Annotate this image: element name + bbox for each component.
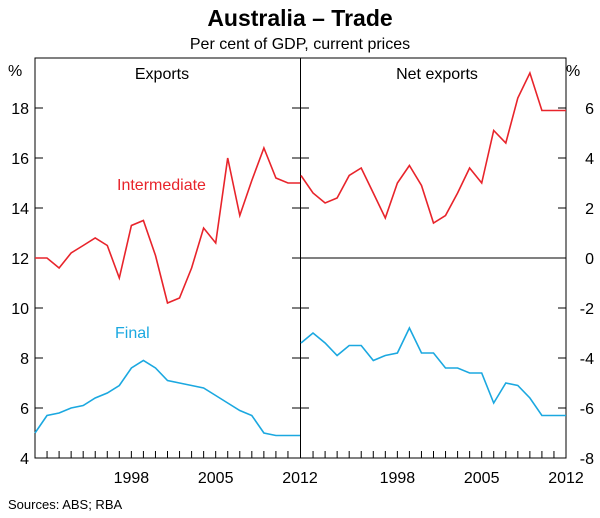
series-layer (34, 70, 566, 437)
chart-title: Australia – Trade (207, 5, 392, 31)
left-tick-label: 8 (20, 351, 29, 368)
right-tick-label: -2 (580, 301, 594, 318)
left-axis-unit: % (8, 63, 22, 80)
left-tick-label: 6 (20, 401, 29, 418)
series-line-exports-intermediate (35, 145, 300, 305)
panel-title-exports: Exports (135, 66, 189, 83)
x-tick-label: 2005 (464, 470, 500, 487)
source-note: Sources: ABS; RBA (8, 497, 122, 512)
right-tick-label: 2 (585, 201, 594, 218)
chart-subtitle: Per cent of GDP, current prices (190, 36, 410, 53)
left-tick-label: 10 (11, 301, 29, 318)
panel-title-net-exports: Net exports (396, 66, 478, 83)
x-axis-ticks: 1998 2005 2012 1998 2005 2012 (46, 451, 584, 487)
right-tick-label: 6 (585, 101, 594, 118)
right-tick-label: 4 (585, 151, 594, 168)
right-tick-label: -4 (580, 351, 594, 368)
right-axis-ticks: -8 -6 -4 -2 0 2 4 6 (301, 101, 594, 468)
x-tick-label: 2012 (548, 470, 584, 487)
left-tick-label: 12 (11, 251, 29, 268)
right-tick-label: -6 (580, 401, 594, 418)
annotation-final: Final (115, 325, 150, 342)
right-tick-label: -8 (580, 451, 594, 468)
left-axis-ticks: 4 6 8 10 12 14 16 18 (11, 101, 300, 468)
x-tick-label: 2005 (198, 470, 234, 487)
left-tick-label: 16 (11, 151, 29, 168)
series-line-exports-final (34, 359, 300, 437)
series-line-net-exports-intermediate (300, 70, 566, 225)
right-tick-label: 0 (585, 251, 594, 268)
left-tick-label: 4 (20, 451, 29, 468)
x-tick-label: 2012 (282, 470, 318, 487)
x-tick-label: 1998 (114, 470, 150, 487)
x-tick-label: 1998 (380, 470, 416, 487)
right-axis-unit: % (566, 63, 580, 80)
left-tick-label: 18 (11, 101, 29, 118)
series-line-net-exports-final (300, 326, 566, 417)
annotation-intermediate: Intermediate (117, 177, 206, 194)
left-tick-label: 14 (11, 201, 29, 218)
